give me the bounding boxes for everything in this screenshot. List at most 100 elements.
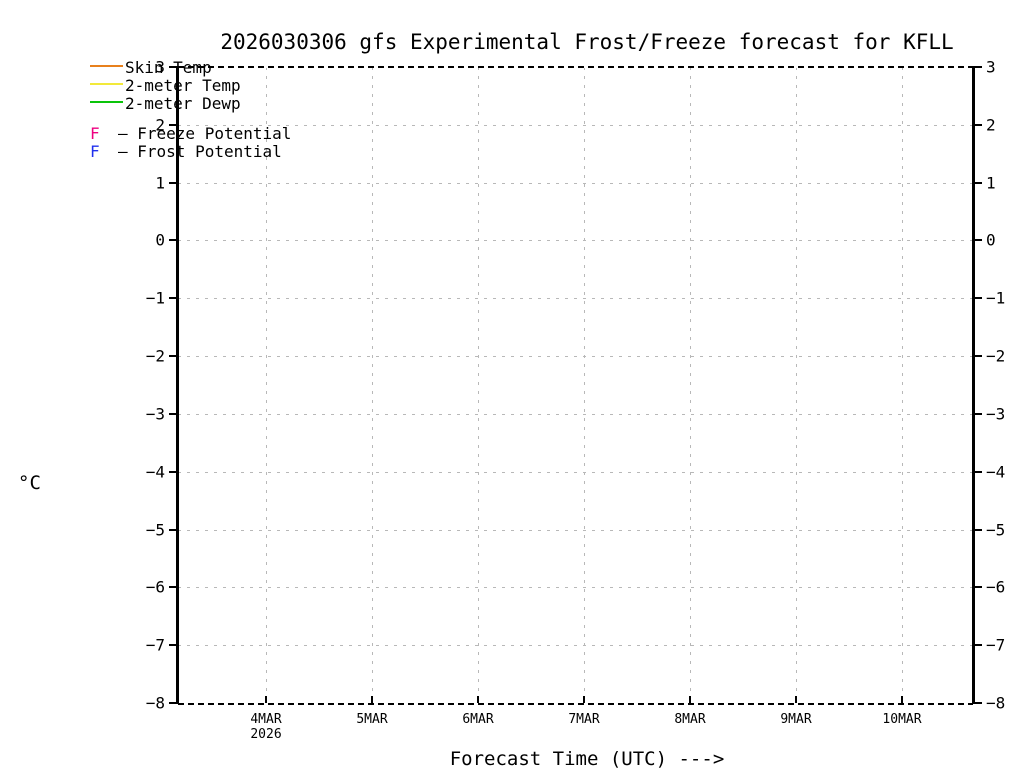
y-axis-tick-label: −6: [145, 577, 165, 597]
y-axis-tick-left: [169, 586, 178, 589]
x-axis-tick-label: 4MAR 2026: [250, 712, 281, 742]
y-axis-tick-left: [169, 470, 178, 473]
legend-line-swatch-icon: [90, 101, 123, 103]
gridline-vertical: [266, 67, 267, 703]
y-axis-tick-label: 0: [155, 230, 165, 250]
legend-item[interactable]: F — Frost Potential: [90, 142, 291, 160]
y-axis-tick-label: −6: [986, 577, 1006, 597]
gridline-horizontal: [178, 471, 973, 473]
legend-item[interactable]: 2-meter Dewp: [90, 94, 291, 112]
y-axis-tick-right: [973, 702, 982, 704]
plot-area: 3 2 1 0 −1 −2 −3 −4 −5 −6 −7 −8 3 2 1 0 −1 −2 −3 −4 −5 −6 −7 −…: [146, 58, 1006, 743]
gridline-horizontal: [178, 529, 973, 531]
y-axis-tick-right: [973, 412, 982, 415]
legend-line-swatch-icon: [90, 65, 123, 67]
legend-item-label: — Frost Potential: [118, 141, 282, 161]
y-axis-tick-label: 1: [155, 173, 165, 193]
y-axis-tick-left: [169, 412, 178, 415]
y-axis-tick-left: [169, 66, 178, 68]
gridline-vertical: [584, 67, 585, 703]
page-title: 2026030306 gfs Experimental Frost/Freeze…: [220, 30, 954, 54]
gridline-horizontal: [178, 645, 973, 647]
y-axis-tick-left: [169, 528, 178, 531]
x-axis-tick: [795, 696, 797, 705]
legend-item[interactable]: 2-meter Temp: [90, 76, 291, 94]
y-axis-tick-left: [169, 181, 178, 184]
gridline-horizontal: [178, 240, 973, 242]
y-axis-tick-label: 0: [986, 230, 996, 250]
y-axis-tick-right: [973, 470, 982, 473]
legend-item-label: Skin Temp: [125, 57, 212, 77]
legend-item[interactable]: F — Freeze Potential: [90, 124, 291, 142]
x-axis-tick: [477, 696, 479, 705]
gridline-vertical: [796, 67, 797, 703]
y-axis-tick-label: −3: [986, 404, 1006, 424]
legend-spacer: [90, 112, 291, 124]
y-axis-tick-label: −7: [986, 635, 1006, 655]
x-axis-tick-label-date: 7MAR: [568, 712, 600, 727]
y-axis-tick-left: [169, 123, 178, 126]
y-axis-tick-label: −5: [145, 520, 165, 540]
y-axis-tick-label: 2: [155, 115, 165, 135]
axis-spine-top: [178, 66, 973, 68]
x-axis-tick: [901, 696, 903, 705]
legend-item-label: 2-meter Temp: [125, 75, 241, 95]
y-axis-tick-right: [973, 66, 982, 68]
y-axis-tick-label: −4: [145, 462, 165, 482]
gridline-horizontal: [178, 182, 973, 184]
y-axis-tick-right: [973, 181, 982, 184]
y-axis-tick-label: 1: [986, 173, 996, 193]
axis-spine-right: [972, 66, 975, 704]
x-axis-tick-label-date: 9MAR: [780, 712, 812, 727]
y-axis-tick-label: 3: [986, 57, 996, 77]
x-axis-tick-label-date: 5MAR: [356, 712, 388, 727]
y-axis-tick-label: −2: [986, 346, 1006, 366]
x-axis-tick-label: 10MAR: [882, 712, 921, 727]
x-axis-tick-label-date: 10MAR: [882, 712, 922, 727]
x-axis-tick: [583, 696, 585, 705]
x-axis-tick-label: 5MAR: [356, 712, 387, 727]
x-axis-tick-label: 8MAR: [674, 712, 705, 727]
gridline-vertical: [478, 67, 479, 703]
y-axis-tick-label: −3: [145, 404, 165, 424]
y-axis-tick-label: −5: [986, 520, 1006, 540]
gridline-vertical: [372, 67, 373, 703]
y-axis-tick-label: 3: [155, 57, 165, 77]
axis-spine-left: [176, 66, 179, 704]
y-axis-tick-right: [973, 528, 982, 531]
x-axis-tick: [265, 696, 267, 705]
y-axis-tick-right: [973, 644, 982, 647]
x-axis-tick-label-date: 8MAR: [674, 712, 706, 727]
x-axis-tick-label-year: 2026: [250, 727, 282, 742]
gridline-horizontal: [178, 413, 973, 415]
gridline-horizontal: [178, 587, 973, 589]
y-axis-tick-label: −8: [986, 693, 1006, 713]
gridline-vertical: [690, 67, 691, 703]
y-axis-tick-right: [973, 239, 982, 242]
y-axis-tick-label: −8: [145, 693, 165, 713]
x-axis-tick: [371, 696, 373, 705]
y-axis-tick-label: −1: [986, 288, 1006, 308]
x-axis-tick-label: 6MAR: [462, 712, 493, 727]
y-axis-tick-left: [169, 355, 178, 358]
y-axis-tick-right: [973, 123, 982, 126]
legend-item-label: 2-meter Dewp: [125, 93, 241, 113]
y-axis-title: °C: [18, 472, 41, 494]
legend-letter-marker-icon: F: [90, 123, 100, 143]
gridline-vertical: [902, 67, 903, 703]
y-axis-tick-right: [973, 586, 982, 589]
gridline-horizontal: [178, 298, 973, 300]
x-axis-tick-label: 9MAR: [780, 712, 811, 727]
y-axis-tick-label: −2: [145, 346, 165, 366]
y-axis-tick-label: −1: [145, 288, 165, 308]
y-axis-tick-left: [169, 297, 178, 300]
y-axis-tick-label: −4: [986, 462, 1006, 482]
legend-item[interactable]: Skin Temp: [90, 58, 291, 76]
legend: Skin Temp 2-meter Temp 2-meter Dewp F — Free…: [90, 58, 291, 160]
legend-item-label: — Freeze Potential: [118, 123, 292, 143]
y-axis-tick-left: [169, 644, 178, 647]
x-axis-tick-label-date: 4MAR: [250, 712, 282, 727]
gridline-horizontal: [178, 124, 973, 126]
y-axis-tick-label: 2: [986, 115, 996, 135]
x-axis-tick-label: 7MAR: [568, 712, 599, 727]
